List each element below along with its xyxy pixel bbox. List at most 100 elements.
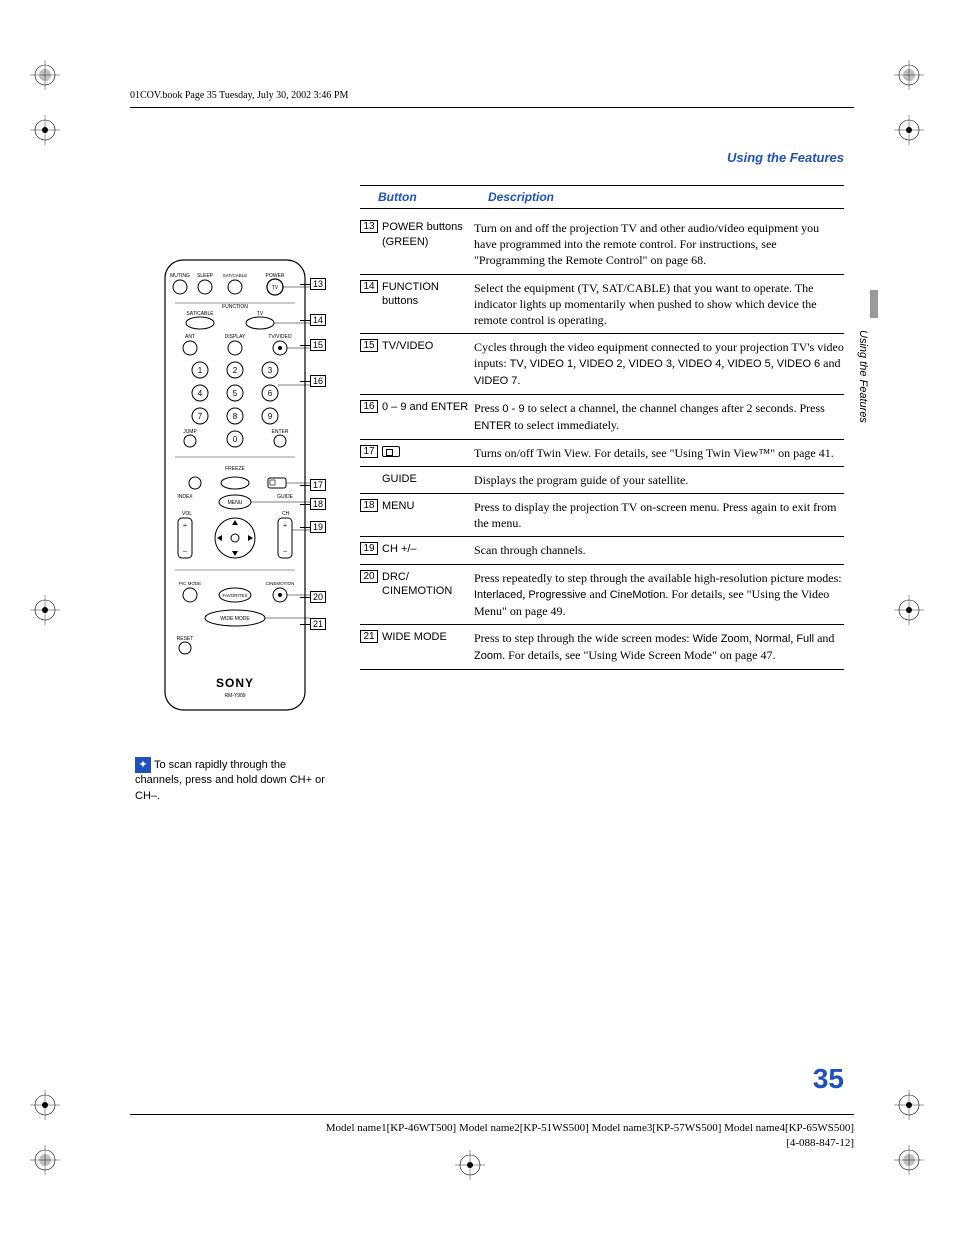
svg-text:VOL: VOL bbox=[182, 511, 192, 517]
callout-18: 18 bbox=[300, 498, 326, 510]
svg-text:SLEEP: SLEEP bbox=[197, 273, 214, 279]
table-row: 20 DRC/ CINEMOTIONPress repeatedly to ste… bbox=[360, 565, 844, 625]
button-description: Press 0 - 9 to select a channel, the cha… bbox=[474, 400, 844, 434]
row-number: 21 bbox=[360, 630, 378, 643]
svg-text:TV/VIDEO: TV/VIDEO bbox=[268, 334, 291, 340]
table-row: 19 CH +/–Scan through channels. bbox=[360, 537, 844, 564]
row-number: 13 bbox=[360, 220, 378, 233]
button-table: Button Description 13 POWER buttons (GREE… bbox=[360, 185, 844, 670]
callout-20: 20 bbox=[300, 591, 326, 603]
crop-mark-icon bbox=[894, 115, 924, 145]
crop-mark-icon bbox=[30, 115, 60, 145]
svg-text:+: + bbox=[183, 521, 188, 530]
callout-15: 15 bbox=[300, 339, 326, 351]
svg-text:4: 4 bbox=[198, 389, 203, 398]
row-number: 19 bbox=[360, 542, 378, 555]
svg-text:8: 8 bbox=[233, 412, 238, 421]
th-description: Description bbox=[488, 190, 844, 204]
book-info: 01COV.book Page 35 Tuesday, July 30, 200… bbox=[130, 90, 854, 101]
svg-text:INDEX: INDEX bbox=[177, 494, 193, 500]
section-title: Using the Features bbox=[727, 150, 844, 165]
crop-mark-icon bbox=[30, 1090, 60, 1120]
svg-text:5: 5 bbox=[233, 389, 238, 398]
table-row: 14 FUNCTION buttonsSelect the equipment (… bbox=[360, 275, 844, 335]
svg-text:ANT: ANT bbox=[185, 334, 195, 340]
row-number: 16 bbox=[360, 400, 378, 413]
table-row: 17 Turns on/off Twin View. For details, s… bbox=[360, 440, 844, 467]
crop-mark-icon bbox=[894, 1090, 924, 1120]
tip-text: To scan rapidly through the channels, pr… bbox=[135, 759, 325, 802]
svg-text:PIC MODE: PIC MODE bbox=[179, 581, 201, 586]
callout-13: 13 bbox=[300, 278, 326, 290]
th-button: Button bbox=[378, 190, 488, 204]
svg-text:ENTER: ENTER bbox=[272, 429, 289, 435]
crop-mark-icon bbox=[894, 1145, 924, 1175]
crop-mark-icon bbox=[455, 1150, 485, 1180]
svg-text:TV: TV bbox=[272, 285, 279, 291]
button-description: Turns on/off Twin View. For details, see… bbox=[474, 445, 844, 461]
callout-16: 16 bbox=[300, 375, 326, 387]
button-description: Select the equipment (TV, SAT/CABLE) tha… bbox=[474, 280, 844, 329]
svg-text:POWER: POWER bbox=[266, 273, 285, 279]
table-row: GUIDEDisplays the program guide of your … bbox=[360, 467, 844, 494]
svg-text:2: 2 bbox=[233, 366, 238, 375]
button-name: CH +/– bbox=[382, 542, 474, 558]
button-name: WIDE MODE bbox=[382, 630, 474, 664]
svg-text:+: + bbox=[283, 521, 288, 530]
svg-text:TV: TV bbox=[257, 311, 264, 317]
callout-14: 14 bbox=[300, 314, 326, 326]
table-row: 21 WIDE MODEPress to step through the wid… bbox=[360, 625, 844, 670]
svg-text:MENU: MENU bbox=[228, 500, 243, 506]
button-name: GUIDE bbox=[382, 472, 474, 488]
svg-text:CH: CH bbox=[282, 511, 290, 517]
button-name: FUNCTION buttons bbox=[382, 280, 474, 329]
svg-text:WIDE MODE: WIDE MODE bbox=[220, 616, 250, 622]
svg-text:7: 7 bbox=[198, 412, 203, 421]
footer-code: [4-088-847-12] bbox=[130, 1136, 854, 1150]
side-label: Using the Features bbox=[857, 330, 869, 423]
svg-text:SAT/CABLE: SAT/CABLE bbox=[223, 273, 247, 278]
table-row: 15TV/VIDEOCycles through the video equip… bbox=[360, 334, 844, 395]
button-name: MENU bbox=[382, 499, 474, 531]
table-row: 18 MENUPress to display the projection TV… bbox=[360, 494, 844, 537]
button-description: Cycles through the video equipment conne… bbox=[474, 339, 844, 389]
page-number: 35 bbox=[813, 1063, 844, 1095]
table-row: 13 POWER buttons (GREEN)Turn on and off t… bbox=[360, 215, 844, 275]
svg-text:DISPLAY: DISPLAY bbox=[225, 334, 246, 340]
row-number: 14 bbox=[360, 280, 378, 293]
button-description: Displays the program guide of your satel… bbox=[474, 472, 844, 488]
tip-note: ✦To scan rapidly through the channels, p… bbox=[135, 757, 335, 804]
button-name: 0 – 9 and ENTER bbox=[382, 400, 474, 434]
svg-text:RM-Y909: RM-Y909 bbox=[224, 693, 245, 699]
svg-text:1: 1 bbox=[198, 366, 203, 375]
svg-text:RESET: RESET bbox=[177, 636, 194, 642]
callout-19: 19 bbox=[300, 521, 326, 533]
button-name bbox=[382, 445, 474, 461]
page-header: 01COV.book Page 35 Tuesday, July 30, 200… bbox=[130, 90, 854, 108]
button-description: Press to step through the wide screen mo… bbox=[474, 630, 844, 664]
button-name: POWER buttons (GREEN) bbox=[382, 220, 474, 269]
footer-models: Model name1[KP-46WT500] Model name2[KP-5… bbox=[130, 1121, 854, 1135]
button-description: Turn on and off the projection TV and ot… bbox=[474, 220, 844, 269]
button-description: Press to display the projection TV on-sc… bbox=[474, 499, 844, 531]
crop-mark-icon bbox=[894, 595, 924, 625]
crop-mark-icon bbox=[894, 60, 924, 90]
svg-text:3: 3 bbox=[268, 366, 273, 375]
callout-17: 17 bbox=[300, 479, 326, 491]
svg-text:SONY: SONY bbox=[216, 676, 254, 690]
row-number: 18 bbox=[360, 499, 378, 512]
row-number: 20 bbox=[360, 570, 378, 583]
button-description: Press repeatedly to step through the ava… bbox=[474, 570, 844, 619]
crop-mark-icon bbox=[30, 595, 60, 625]
button-name: DRC/ CINEMOTION bbox=[382, 570, 474, 619]
table-header: Button Description bbox=[360, 190, 844, 209]
svg-text:9: 9 bbox=[268, 412, 273, 421]
table-row: 16 0 – 9 and ENTERPress 0 - 9 to select a… bbox=[360, 395, 844, 440]
svg-text:FUNCTION: FUNCTION bbox=[222, 304, 248, 310]
row-number: 15 bbox=[360, 339, 378, 352]
row-number: 17 bbox=[360, 445, 378, 458]
button-description: Scan through channels. bbox=[474, 542, 844, 558]
side-tab bbox=[870, 290, 878, 318]
svg-text:FREEZE: FREEZE bbox=[225, 466, 245, 472]
tip-icon: ✦ bbox=[135, 757, 151, 773]
